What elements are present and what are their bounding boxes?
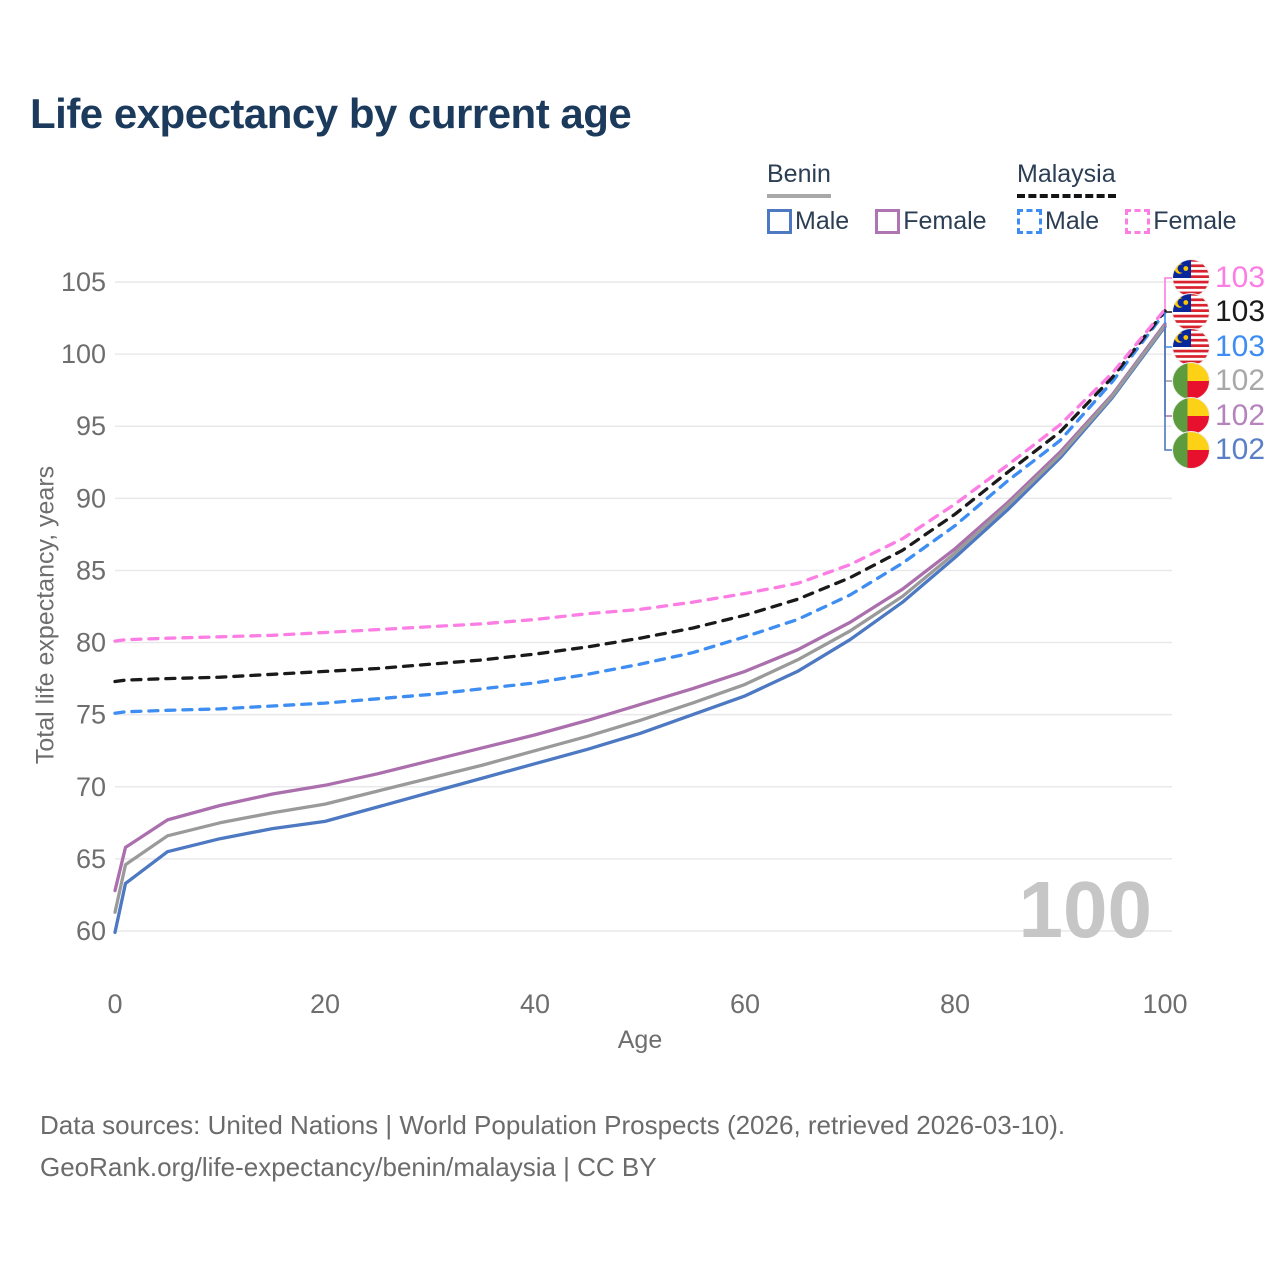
y-tick-80: 80	[76, 628, 106, 658]
footer-sources: Data sources: United Nations | World Pop…	[40, 1110, 1066, 1140]
series-line-malaysia-total[interactable]	[113, 309, 1167, 684]
footer-url: GeoRank.org/life-expectancy/benin/malays…	[40, 1152, 657, 1183]
malaysia-flag-icon	[1172, 293, 1210, 331]
series-line-benin-total[interactable]	[113, 323, 1167, 914]
benin-flag-icon	[1172, 397, 1210, 435]
legend-label: Male	[795, 207, 850, 235]
leader-line-malaysia-female	[1164, 277, 1172, 310]
x-tick-60: 60	[730, 989, 760, 1019]
leader-line-benin-total	[1164, 325, 1172, 382]
end-label-malaysia-total: 103	[1172, 293, 1265, 331]
series-line-benin-female[interactable]	[113, 322, 1167, 893]
x-tick-0: 0	[107, 989, 122, 1019]
footer: Data sources: United Nations | World Pop…	[40, 1104, 1065, 1188]
end-value: 102	[1215, 433, 1266, 466]
page-title: Life expectancy by current age	[30, 90, 632, 137]
end-value: 102	[1215, 364, 1266, 397]
benin-flag-icon	[1172, 431, 1210, 469]
legend-item-benin-male[interactable]: Male	[767, 207, 849, 236]
end-value: 102	[1215, 399, 1266, 432]
age-watermark: 100	[1018, 865, 1152, 954]
end-label-benin-total: 102	[1172, 362, 1265, 400]
y-axis-title: Total life expectancy, years	[31, 465, 60, 765]
benin-male-checkbox-icon[interactable]	[767, 209, 792, 234]
malaysia-flag-icon	[1172, 328, 1210, 366]
legend-label: Male	[1045, 207, 1100, 235]
legend-label: Female	[1153, 207, 1237, 235]
y-tick-70: 70	[76, 772, 106, 802]
end-value: 103	[1215, 261, 1266, 294]
leader-line-malaysia-male	[1164, 312, 1172, 348]
x-axis-title: Age	[617, 1026, 663, 1054]
malaysia-male-checkbox-icon[interactable]	[1017, 209, 1042, 234]
end-label-benin-female: 102	[1172, 397, 1265, 435]
series-line-malaysia-female[interactable]	[113, 307, 1167, 643]
y-tick-85: 85	[76, 555, 106, 585]
legend-item-malaysia-male[interactable]: Male	[1017, 207, 1099, 236]
legend-item-malaysia-female[interactable]: Female	[1125, 207, 1237, 236]
legend-group-benin: Benin Male Female	[767, 160, 987, 236]
leader-line-malaysia-total	[1164, 310, 1172, 313]
malaysia-flag-icon	[1172, 259, 1210, 297]
y-tick-60: 60	[76, 916, 106, 946]
end-value: 103	[1215, 330, 1266, 363]
series-line-benin-male[interactable]	[113, 325, 1167, 935]
y-tick-95: 95	[76, 411, 106, 441]
end-value: 103	[1215, 295, 1266, 328]
y-tick-105: 105	[61, 267, 106, 297]
end-label-malaysia-female: 103	[1172, 259, 1265, 297]
legend-group-malaysia: Malaysia Male Female	[1017, 160, 1237, 236]
x-tick-100: 100	[1142, 989, 1187, 1019]
benin-flag-icon	[1172, 362, 1210, 400]
y-tick-90: 90	[76, 483, 106, 513]
legend-country-benin: Benin	[767, 160, 831, 198]
benin-female-checkbox-icon[interactable]	[875, 209, 901, 234]
y-tick-65: 65	[76, 844, 106, 874]
leader-line-benin-female	[1164, 323, 1172, 417]
series-line-malaysia-male[interactable]	[113, 310, 1167, 715]
y-tick-100: 100	[61, 339, 106, 369]
x-tick-40: 40	[520, 989, 550, 1019]
legend-item-benin-female[interactable]: Female	[875, 207, 987, 236]
y-tick-75: 75	[76, 700, 106, 730]
end-label-benin-male: 102	[1172, 431, 1265, 469]
leader-line-benin-male	[1164, 326, 1172, 451]
malaysia-female-checkbox-icon[interactable]	[1125, 209, 1151, 234]
legend-label: Female	[903, 207, 987, 235]
x-tick-20: 20	[310, 989, 340, 1019]
legend-country-malaysia: Malaysia	[1017, 160, 1116, 198]
end-label-malaysia-male: 103	[1172, 328, 1265, 366]
x-tick-80: 80	[940, 989, 970, 1019]
